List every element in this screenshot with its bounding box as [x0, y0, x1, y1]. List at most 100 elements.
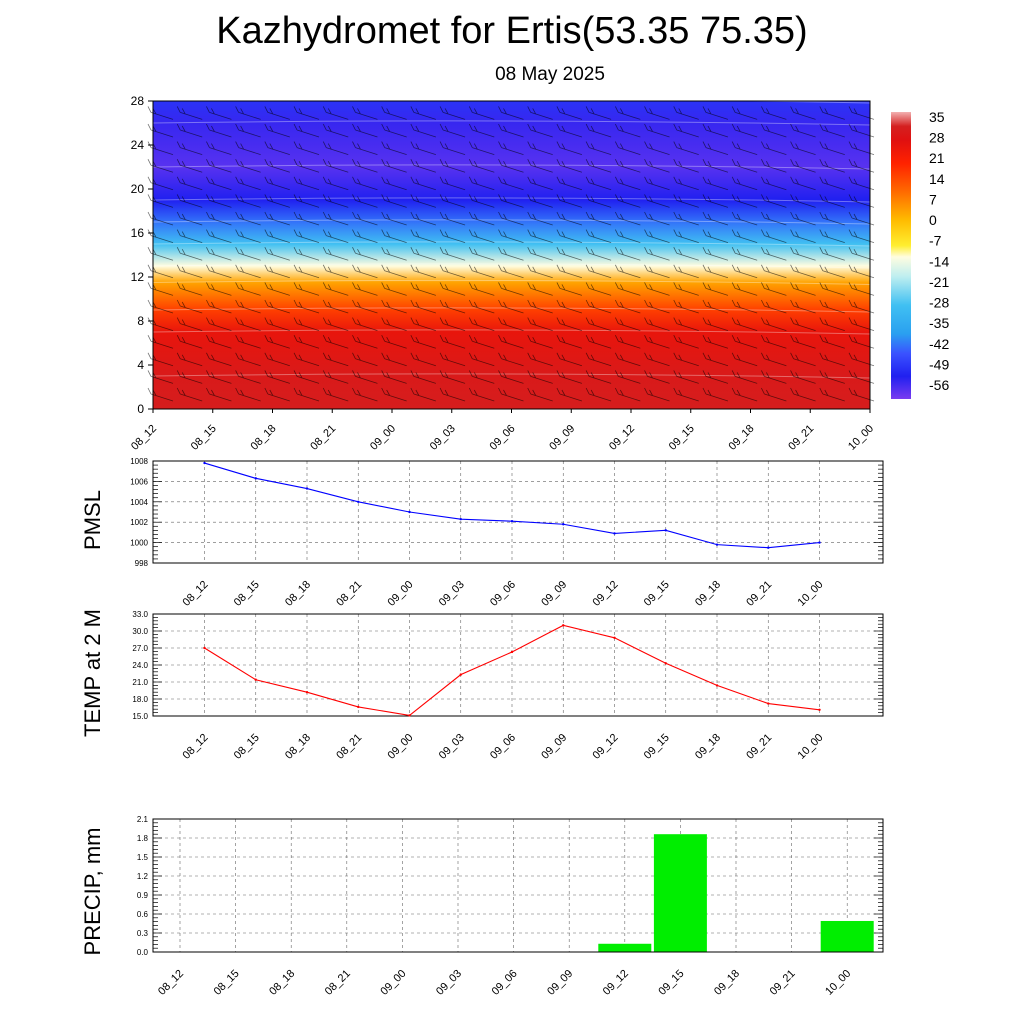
wind-barb	[264, 211, 290, 226]
temp-2m-panel: 15.0 18.0 21.0 24.0 27.0 30.0 33.0 08_12 08_15 08…	[80, 609, 884, 762]
wind-barb	[176, 299, 203, 314]
wind-barb	[439, 229, 466, 243]
wind-barb	[702, 352, 729, 367]
wind-barb	[439, 141, 466, 155]
wind-barb	[322, 317, 349, 331]
x-tick-label: 08_21	[323, 968, 353, 998]
wind-barb	[731, 247, 758, 261]
y-tick-label: 1.2	[137, 872, 149, 881]
wind-barb	[352, 247, 378, 261]
wind-barb	[556, 141, 583, 155]
wind-barb	[235, 264, 261, 279]
wind-barb	[352, 176, 378, 191]
y-tick-label: 0.9	[137, 891, 149, 900]
wind-barb	[322, 264, 349, 279]
wind-barb	[381, 229, 407, 243]
wind-barb	[731, 387, 758, 402]
wind-barb	[264, 247, 290, 261]
data-point	[459, 673, 462, 676]
wind-barb	[673, 352, 699, 367]
wind-barb	[644, 352, 670, 367]
wind-barb	[702, 370, 729, 384]
colorbar-label: -28	[929, 295, 949, 311]
wind-barb	[293, 264, 320, 279]
wind-barb	[819, 141, 845, 155]
wind-barb	[293, 106, 320, 120]
wind-barb	[176, 123, 203, 138]
y-tick-label: 4	[137, 358, 144, 372]
wind-barb	[468, 176, 495, 191]
x-tick-label: 08_12	[129, 423, 159, 453]
x-tick-label: 08_21	[334, 732, 364, 762]
wind-barb	[264, 387, 290, 402]
wind-barb	[176, 159, 203, 173]
wind-barb	[322, 282, 349, 296]
wind-barb	[556, 194, 583, 208]
x-tick-label: 10_00	[823, 968, 853, 998]
x-tick-label: 09_15	[667, 423, 697, 453]
wind-barb	[585, 211, 612, 226]
wind-barb	[264, 123, 290, 138]
wind-barb	[673, 264, 699, 279]
wind-barb	[702, 106, 729, 120]
wind-barb	[498, 370, 524, 384]
data-point	[408, 714, 411, 717]
wind-barb	[585, 317, 612, 331]
wind-barb	[410, 387, 436, 402]
wind-barb	[731, 282, 758, 296]
y-tick-label: 12	[131, 270, 145, 284]
wind-barb	[322, 123, 349, 138]
wind-barb	[790, 247, 816, 261]
x-tick-label: 08_18	[283, 579, 313, 609]
data-point	[562, 624, 565, 627]
wind-barb	[235, 159, 261, 173]
colorbar-label: 0	[929, 212, 937, 228]
wind-barb	[206, 194, 232, 208]
wind-barb	[790, 282, 816, 296]
x-tick-label: 08_15	[212, 968, 242, 998]
wind-barb	[761, 387, 787, 402]
colorbar-label: -7	[929, 233, 942, 249]
x-tick-label: 08_18	[283, 732, 313, 762]
wind-barb	[468, 106, 495, 120]
colorbar-label: -21	[929, 274, 949, 290]
wind-barb	[381, 352, 407, 367]
wind-barb	[527, 159, 553, 173]
wind-barb	[614, 370, 641, 384]
wind-barb	[468, 159, 495, 173]
wind-barb	[644, 317, 670, 331]
wind-barb	[731, 141, 758, 155]
wind-barb	[322, 370, 349, 384]
wind-barb	[790, 176, 816, 191]
wind-barb	[468, 264, 495, 279]
wind-barb	[673, 194, 699, 208]
wind-barb	[790, 211, 816, 226]
precip-bar	[653, 834, 707, 952]
wind-barb	[585, 141, 612, 155]
y-tick-label: 998	[135, 559, 149, 568]
wind-barb	[468, 194, 495, 208]
x-tick-label: 09_18	[693, 579, 723, 609]
wind-barb	[293, 176, 320, 191]
wind-barb	[381, 264, 407, 279]
wind-barb	[731, 229, 758, 243]
wind-barb	[206, 264, 232, 279]
x-tick-label: 09_18	[727, 423, 757, 453]
wind-barb	[614, 282, 641, 296]
wind-barb	[585, 370, 612, 384]
x-tick-label: 09_00	[386, 732, 416, 762]
x-tick-label: 09_12	[591, 732, 621, 762]
wind-barb	[439, 352, 466, 367]
wind-barb	[381, 247, 407, 261]
wind-barb	[176, 211, 203, 226]
wind-barb	[264, 229, 290, 243]
wind-barb	[293, 247, 320, 261]
wind-barb	[614, 229, 641, 243]
contour-line	[152, 120, 871, 126]
wind-barb	[790, 159, 816, 173]
x-tick-label: 09_06	[490, 968, 520, 998]
wind-barb	[410, 264, 436, 279]
wind-barb	[264, 106, 290, 120]
x-tick-label: 09_09	[539, 579, 569, 609]
wind-barb	[410, 141, 436, 155]
